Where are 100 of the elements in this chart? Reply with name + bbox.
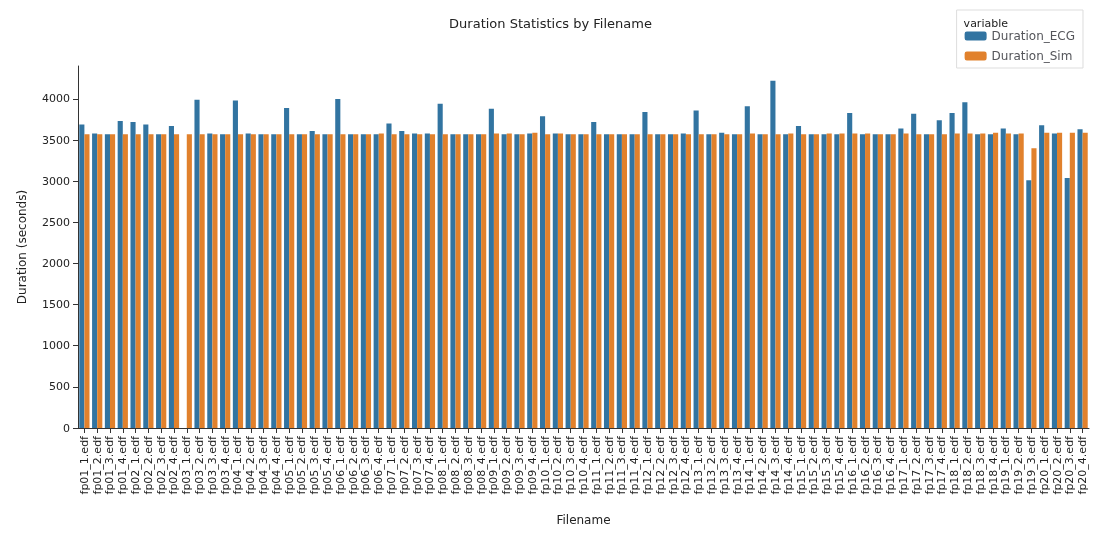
bar	[348, 134, 354, 428]
legend-label: Duration_ECG	[991, 29, 1076, 43]
x-tick-label: fp15_4.edf	[832, 434, 846, 495]
x-tick-label: fp04_3.edf	[257, 434, 271, 495]
bar	[97, 134, 103, 428]
bar	[629, 134, 635, 428]
x-tick-label: fp02_2.edf	[141, 434, 155, 495]
bar	[314, 134, 320, 428]
x-tick-label: fp05_4.edf	[321, 434, 335, 495]
x-tick-label: fp13_3.edf	[717, 434, 731, 495]
x-tick-label: fp20_4.edf	[1076, 434, 1090, 495]
bar	[481, 134, 487, 428]
bar	[557, 133, 564, 428]
x-tick-label: fp12_4.edf	[679, 434, 693, 495]
x-tick-label: fp11_2.edf	[602, 434, 616, 495]
y-tick-label: 3500	[42, 133, 70, 147]
x-tick-label: fp13_2.edf	[704, 434, 718, 495]
bar	[391, 134, 397, 428]
x-tick-label: fp12_3.edf	[666, 434, 680, 495]
x-tick-label: fp01_1.edf	[77, 434, 91, 495]
x-tick-label: fp16_1.edf	[845, 434, 859, 495]
x-tick-label: fp07_1.edf	[385, 434, 399, 495]
bar	[399, 131, 405, 428]
bar	[156, 134, 162, 428]
bar	[634, 134, 640, 428]
bar	[237, 134, 244, 428]
bar	[719, 132, 725, 428]
bar	[442, 134, 448, 428]
bar	[621, 134, 628, 428]
bar	[872, 134, 878, 428]
bar	[301, 134, 308, 428]
bar	[360, 134, 366, 428]
x-tick-label: fp05_1.edf	[282, 434, 296, 495]
x-tick-label: fp15_3.edf	[820, 434, 834, 495]
bar	[839, 133, 845, 428]
y-tick-label: 500	[49, 380, 70, 394]
bar	[737, 134, 743, 428]
bar	[412, 133, 418, 428]
x-axis-title: Filename	[556, 513, 611, 527]
bar	[916, 134, 922, 428]
bar	[488, 108, 494, 428]
x-tick-label: fp17_3.edf	[922, 434, 936, 495]
bar	[245, 133, 251, 428]
bar	[936, 120, 942, 428]
bar	[1005, 133, 1011, 428]
bar	[987, 134, 994, 428]
x-tick-label: fp03_3.edf	[205, 434, 219, 495]
bar	[386, 123, 392, 428]
x-tick-label: fp06_1.edf	[333, 434, 347, 495]
bar	[545, 134, 551, 428]
x-tick-label: fp01_4.edf	[116, 434, 130, 495]
x-tick-label: fp03_1.edf	[180, 434, 194, 495]
bar	[212, 134, 218, 428]
bar	[949, 112, 955, 428]
bar	[954, 133, 960, 428]
x-tick-label: fp10_4.edf	[577, 434, 590, 495]
bar	[911, 113, 917, 428]
bar	[284, 107, 290, 428]
bar	[194, 99, 200, 428]
bar	[616, 134, 622, 428]
x-tick-label: fp19_2.edf	[1012, 434, 1026, 495]
bar	[1026, 180, 1032, 428]
x-tick-label: fp06_4.edf	[372, 434, 386, 495]
bar	[130, 121, 136, 428]
bar	[309, 131, 315, 428]
bar	[92, 133, 98, 428]
x-tick-label: fp11_4.edf	[628, 434, 642, 495]
y-tick-label: 2000	[42, 256, 70, 270]
bar	[685, 134, 691, 428]
x-tick-label: fp10_3.edf	[564, 434, 578, 495]
bar	[975, 134, 981, 428]
bar	[603, 134, 610, 428]
bar	[1064, 177, 1070, 428]
bar	[340, 134, 346, 428]
bar	[186, 134, 192, 428]
bar	[417, 134, 423, 428]
bar	[514, 134, 520, 428]
bar	[826, 133, 832, 428]
x-tick-label: fp13_4.edf	[730, 434, 744, 495]
x-tick-label: fp09_2.edf	[500, 434, 514, 495]
bar	[250, 134, 256, 428]
bar	[655, 134, 661, 428]
bar	[660, 134, 666, 428]
bar	[711, 134, 717, 428]
x-tick-label: fp08_3.edf	[461, 434, 475, 495]
y-tick-label: 4000	[42, 92, 70, 106]
x-tick-label: fp04_4.edf	[269, 434, 283, 495]
x-tick-label: fp16_2.edf	[858, 434, 872, 495]
bar	[967, 133, 973, 428]
bar	[808, 134, 814, 428]
x-tick-label: fp01_2.edf	[90, 434, 104, 495]
x-tick-label: fp18_2.edf	[960, 434, 974, 495]
bar	[455, 134, 461, 428]
bar	[232, 100, 238, 428]
x-tick-label: fp02_4.edf	[167, 434, 181, 495]
bar	[565, 134, 571, 428]
bar	[365, 134, 372, 428]
x-tick-label: fp10_2.edf	[551, 434, 565, 495]
bar	[143, 124, 149, 428]
bar	[519, 134, 525, 428]
